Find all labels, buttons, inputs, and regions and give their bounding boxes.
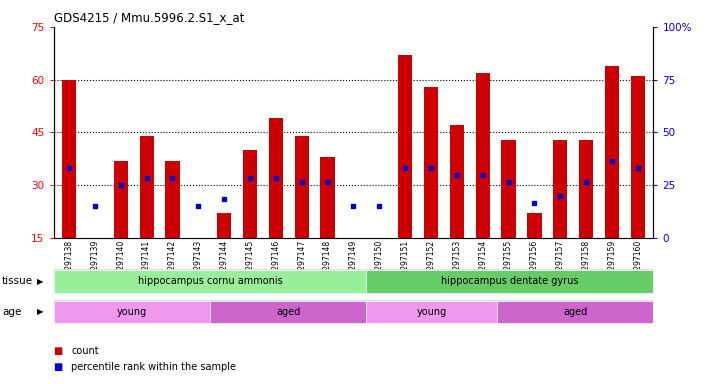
- Bar: [497, 301, 653, 323]
- Bar: [54, 301, 210, 323]
- Bar: [62, 80, 76, 238]
- Bar: [630, 76, 645, 238]
- Bar: [54, 270, 366, 293]
- Bar: [605, 66, 619, 238]
- Text: ▶: ▶: [37, 277, 44, 286]
- Bar: [366, 301, 497, 323]
- Text: hippocampus dentate gyrus: hippocampus dentate gyrus: [441, 276, 578, 286]
- Bar: [268, 118, 283, 238]
- Text: GDS4215 / Mmu.5996.2.S1_x_at: GDS4215 / Mmu.5996.2.S1_x_at: [54, 12, 244, 25]
- Text: young: young: [116, 307, 147, 317]
- Bar: [501, 139, 516, 238]
- Bar: [450, 126, 464, 238]
- Bar: [579, 139, 593, 238]
- Text: ■: ■: [54, 346, 63, 356]
- Text: aged: aged: [276, 307, 301, 317]
- Bar: [366, 270, 653, 293]
- Bar: [139, 136, 154, 238]
- Text: percentile rank within the sample: percentile rank within the sample: [71, 362, 236, 372]
- Bar: [527, 214, 541, 238]
- Text: hippocampus cornu ammonis: hippocampus cornu ammonis: [138, 276, 282, 286]
- Bar: [114, 161, 128, 238]
- Text: tissue: tissue: [2, 276, 34, 286]
- Text: ▶: ▶: [37, 308, 44, 316]
- Bar: [210, 301, 366, 323]
- Bar: [553, 139, 568, 238]
- Text: count: count: [71, 346, 99, 356]
- Bar: [321, 157, 335, 238]
- Bar: [217, 214, 231, 238]
- Text: age: age: [2, 307, 21, 317]
- Bar: [398, 55, 412, 238]
- Bar: [424, 87, 438, 238]
- Bar: [243, 150, 257, 238]
- Bar: [476, 73, 490, 238]
- Bar: [166, 161, 180, 238]
- Bar: [295, 136, 309, 238]
- Text: aged: aged: [563, 307, 587, 317]
- Text: ■: ■: [54, 362, 63, 372]
- Text: young: young: [416, 307, 447, 317]
